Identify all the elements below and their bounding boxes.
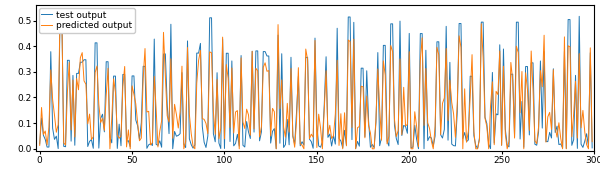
test output [38,117,45,119]
test output [589,147,596,149]
test output [421,148,428,150]
predicted output [56,13,64,15]
Line: predicted output: predicted output [40,14,592,149]
predicted output [36,144,43,146]
test output [363,70,370,72]
predicted output [367,132,374,134]
test output [36,143,43,145]
test output [374,52,382,54]
Line: test output: test output [40,16,592,149]
predicted output [106,148,113,150]
test output [539,127,546,129]
predicted output [589,141,596,143]
test output [575,15,583,17]
predicted output [541,34,548,36]
test output [503,144,511,146]
predicted output [505,140,512,142]
predicted output [378,139,385,141]
predicted output [38,106,45,109]
test output [365,119,372,121]
Legend: test output, predicted output: test output, predicted output [39,8,134,33]
predicted output [368,148,376,150]
